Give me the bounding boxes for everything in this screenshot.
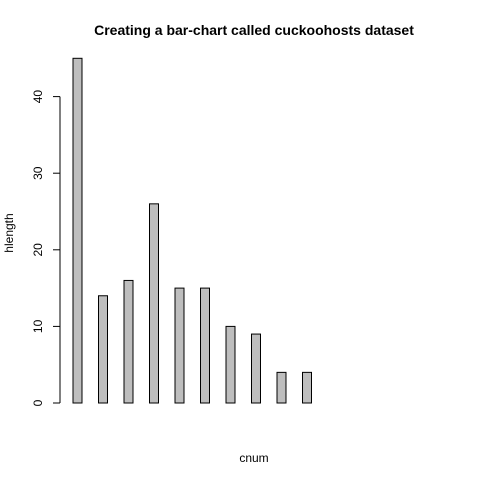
- bar-9: [276, 371, 287, 404]
- x-axis-label: cnum: [239, 451, 268, 465]
- bar-10: [302, 371, 312, 404]
- chart-title: Creating a bar-chart called cuckoohosts …: [94, 22, 414, 38]
- bar-1: [72, 57, 83, 404]
- bar-3: [123, 279, 134, 404]
- y-axis-label: hlength: [2, 213, 16, 252]
- y-tick-label: 0: [31, 399, 45, 406]
- y-tick-label: 30: [31, 166, 45, 180]
- bars-group: [72, 57, 312, 404]
- bar-8: [251, 333, 261, 404]
- y-tick-label: 10: [31, 319, 45, 333]
- y-tick-label: 20: [31, 243, 45, 257]
- y-tick-label: 40: [31, 90, 45, 104]
- bar-5: [174, 287, 185, 404]
- y-axis: 0 10 20 30 40: [31, 90, 61, 406]
- bar-7: [225, 325, 236, 404]
- bar-4: [149, 203, 159, 404]
- bar-6: [200, 287, 210, 404]
- bar-2: [98, 295, 108, 404]
